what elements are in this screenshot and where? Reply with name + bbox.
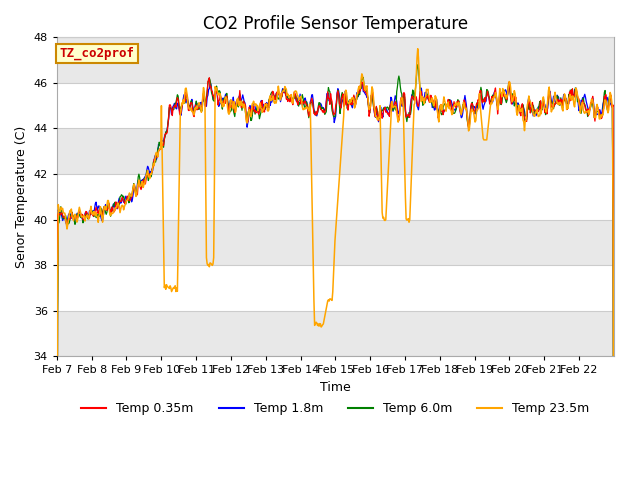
Legend: Temp 0.35m, Temp 1.8m, Temp 6.0m, Temp 23.5m: Temp 0.35m, Temp 1.8m, Temp 6.0m, Temp 2… xyxy=(76,397,595,420)
Bar xyxy=(57,311,614,356)
Title: CO2 Profile Sensor Temperature: CO2 Profile Sensor Temperature xyxy=(203,15,468,33)
Bar xyxy=(57,220,614,265)
Text: TZ_co2prof: TZ_co2prof xyxy=(60,47,134,60)
X-axis label: Time: Time xyxy=(320,381,351,394)
Y-axis label: Senor Temperature (C): Senor Temperature (C) xyxy=(15,126,28,268)
Bar xyxy=(57,37,614,83)
Bar xyxy=(57,129,614,174)
